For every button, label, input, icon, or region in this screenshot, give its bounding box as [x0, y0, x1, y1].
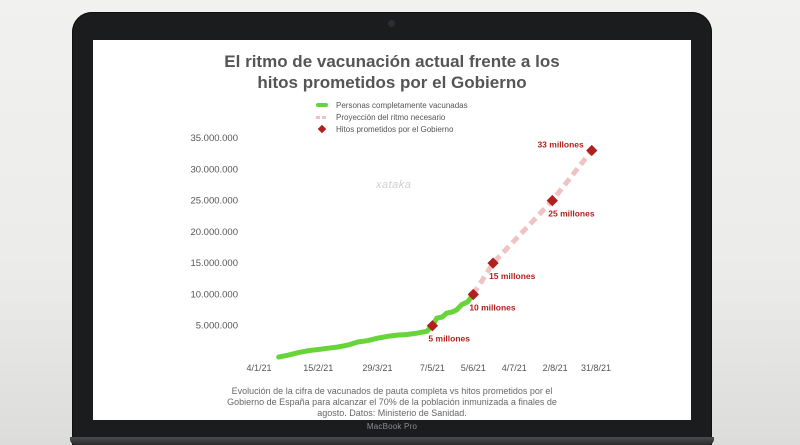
- x-tick-label: 31/8/21: [581, 363, 611, 373]
- chart-title-line-1: El ritmo de vacunación actual frente a l…: [224, 52, 560, 71]
- screen: El ritmo de vacunación actual frente a l…: [93, 40, 691, 420]
- legend-label-actual: Personas completamente vacunadas: [336, 100, 468, 110]
- laptop: El ritmo de vacunación actual frente a l…: [72, 12, 712, 445]
- chart-plot: 5.000.000 10.000.000 15.000.000 20.000.000 2…: [190, 133, 611, 373]
- laptop-base: [70, 437, 714, 445]
- legend-line-swatch: [316, 100, 328, 110]
- legend-item-projection: Proyección del ritmo necesario: [316, 111, 468, 123]
- milestone-marker: [586, 144, 598, 157]
- milestone-label: 10 millones: [469, 302, 516, 312]
- y-tick-label: 5.000.000: [196, 321, 238, 332]
- chart-title: El ritmo de vacunación actual frente a l…: [93, 51, 691, 93]
- x-tick-label: 5/6/21: [461, 363, 486, 373]
- chart-caption: Evolución de la cifra de vacunados de pa…: [227, 386, 557, 418]
- y-tick-label: 30.000.000: [190, 164, 238, 175]
- camera-icon: [388, 20, 395, 27]
- milestone-marker: [426, 320, 439, 332]
- series-line-actual: [276, 291, 476, 360]
- x-tick-label: 29/3/21: [362, 363, 392, 373]
- device-label: MacBook Pro: [366, 422, 418, 431]
- legend-label-milestones: Hitos prometidos por el Gobierno: [336, 124, 454, 134]
- milestone-label: 25 millones: [548, 209, 595, 219]
- legend-dash-swatch: [316, 112, 328, 122]
- series-line-projection: [471, 148, 594, 296]
- y-tick-label: 20.000.000: [190, 227, 238, 238]
- y-tick-label: 10.000.000: [190, 289, 238, 300]
- x-tick-label: 15/2/21: [303, 363, 333, 373]
- x-tick-label: 4/1/21: [246, 363, 271, 373]
- chart-legend: Personas completamente vacunadas Proyecc…: [316, 99, 468, 135]
- y-tick-label: 25.000.000: [190, 196, 238, 207]
- x-tick-label: 7/5/21: [420, 363, 445, 373]
- watermark-logo: xataka: [376, 179, 412, 191]
- y-tick-label: 15.000.000: [190, 258, 238, 269]
- chart-title-line-2: hitos prometidos por el Gobierno: [257, 73, 527, 92]
- legend-label-projection: Proyección del ritmo necesario: [336, 112, 446, 122]
- y-tick-label: 35.000.000: [190, 133, 238, 144]
- legend-item-milestones: Hitos prometidos por el Gobierno: [316, 123, 468, 135]
- milestone-label: 15 millones: [489, 271, 536, 281]
- milestone-label: 5 millones: [428, 334, 470, 344]
- milestone-marker: [487, 257, 499, 269]
- x-tick-label: 2/8/21: [543, 363, 568, 373]
- x-tick-label: 4/7/21: [502, 363, 527, 373]
- milestone-label: 33 millones: [537, 140, 584, 150]
- legend-item-actual: Personas completamente vacunadas: [316, 99, 468, 111]
